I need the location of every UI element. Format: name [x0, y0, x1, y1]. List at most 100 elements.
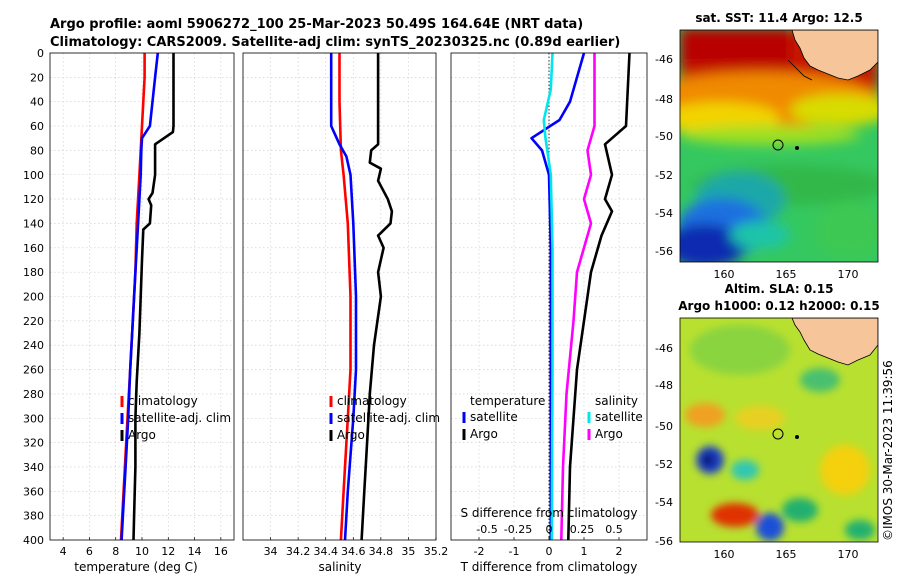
x-tick-label: 2 [616, 545, 623, 558]
y-tick-label: 40 [30, 96, 44, 109]
grid [243, 52, 437, 541]
legend-label-t-satellite: satellite [470, 410, 518, 424]
salinity-xlabel: salinity [318, 560, 361, 574]
salinity-panel: 34 34.2 34.4 34.6 34.8 35 35.2 [242, 52, 449, 558]
legend-label-satellite-adj: satellite-adj. clim [128, 411, 231, 425]
sla-ytick: -56 [655, 535, 673, 548]
difference-panel: -2 -1 0 1 2 [450, 52, 648, 558]
series-line-t-satellite [530, 52, 586, 540]
x-tick-label: 10 [135, 545, 149, 558]
legend-label-climatology: climatology [128, 394, 198, 408]
x-tick-label: 35 [401, 545, 415, 558]
s-tick: -0.25 [504, 523, 532, 536]
y-tick-label: 220 [23, 315, 44, 328]
series-line-satellite-adj-clim [329, 53, 358, 541]
y-tick-label: 80 [30, 144, 44, 157]
temperature-legend: climatology satellite-adj. clim Argo [120, 394, 231, 442]
sst-xtick: 160 [714, 268, 735, 281]
sst-ytick: -50 [655, 130, 673, 143]
y-tick-label: 0 [37, 47, 44, 60]
legend-label-s-satellite: satellite [595, 410, 643, 424]
difference-xlabel: T difference from climatology [460, 560, 638, 574]
sla-map-title-line1: Altim. SLA: 0.15 [725, 282, 834, 296]
y-tick-label: 400 [23, 534, 44, 547]
y-tick-label: 180 [23, 266, 44, 279]
x-tick-label: 0 [546, 545, 553, 558]
series-line-climatology [338, 53, 352, 541]
legend-label-satellite-adj: satellite-adj. clim [337, 411, 440, 425]
y-tick-label: 260 [23, 364, 44, 377]
y-tick-label: 60 [30, 120, 44, 133]
plot-frame [242, 52, 437, 541]
y-tick-label: 160 [23, 242, 44, 255]
y-tick-label: 380 [23, 510, 44, 523]
temperature-panel: 4 6 8 10 12 14 1602040608010012014016018020022… [23, 47, 235, 558]
x-tick-label: 34 [264, 545, 278, 558]
sla-ytick: -52 [655, 458, 673, 471]
y-tick-label: 340 [23, 461, 44, 474]
legend-title-temperature: temperature [470, 394, 545, 408]
y-tick-label: 320 [23, 437, 44, 450]
series-line-s-satellite [542, 52, 554, 541]
x-tick-label: 34.8 [369, 545, 394, 558]
x-tick-label: 12 [161, 545, 175, 558]
sla-map-axes: -46 -48 -50 -52 -54 -56 160 165 170 [655, 342, 858, 561]
y-tick-label: 120 [23, 193, 44, 206]
y-tick-label: 100 [23, 169, 44, 182]
x-tick-label: 34.2 [286, 545, 311, 558]
sst-map-image [680, 30, 878, 262]
legend-label-t-argo: Argo [470, 427, 498, 441]
series-line-argo [360, 53, 394, 541]
sst-xtick: 165 [776, 268, 797, 281]
sst-ytick: -52 [655, 169, 673, 182]
x-tick-label: 8 [112, 545, 119, 558]
sst-xtick: 170 [838, 268, 859, 281]
sst-ytick: -48 [655, 93, 673, 106]
legend-label-s-argo: Argo [595, 427, 623, 441]
legend-label-argo: Argo [337, 428, 365, 442]
x-tick-label: 1 [581, 545, 588, 558]
series-line-t-argo [567, 52, 631, 541]
sla-map-title-line2: Argo h1000: 0.12 h2000: 0.15 [678, 299, 879, 313]
x-tick-label: 35.2 [424, 545, 449, 558]
temperature-xlabel: temperature (deg C) [74, 560, 197, 574]
y-tick-label: 200 [23, 291, 44, 304]
s-tick: 0.5 [605, 523, 623, 536]
argo-location-marker [772, 428, 784, 440]
sst-map-axes: -46 -48 -50 -52 -54 -56 160 165 170 [655, 53, 858, 281]
figure-title-line1: Argo profile: aoml 5906272_100 25-Mar-20… [50, 17, 583, 32]
sla-xtick: 170 [838, 548, 859, 561]
x-tick-label: -1 [509, 545, 520, 558]
sla-ytick: -54 [655, 496, 673, 509]
sla-xtick: 160 [714, 548, 735, 561]
s-difference-axis-label: S difference from climatology [461, 506, 638, 520]
legend-label-argo: Argo [128, 428, 156, 442]
sst-ytick: -46 [655, 53, 673, 66]
series-line-satellite-adj-clim [120, 52, 160, 541]
sla-map-image [680, 318, 878, 542]
y-tick-label: 240 [23, 339, 44, 352]
argo-location-marker [772, 139, 784, 151]
x-tick-label: 6 [86, 545, 93, 558]
s-tick: 0.25 [570, 523, 595, 536]
salinity-legend: climatology satellite-adj. clim Argo [329, 394, 440, 442]
sla-ytick: -46 [655, 342, 673, 355]
y-tick-label: 300 [23, 412, 44, 425]
y-tick-label: 140 [23, 217, 44, 230]
y-tick-label: 280 [23, 388, 44, 401]
x-tick-label: 14 [188, 545, 202, 558]
y-tick-label: 360 [23, 485, 44, 498]
sla-ytick: -50 [655, 420, 673, 433]
series-line-argo [132, 53, 175, 541]
s-tick: -0.5 [476, 523, 497, 536]
s-difference-ticks: -0.5 -0.25 0 0.25 0.5 [476, 523, 622, 536]
sst-map-title: sat. SST: 11.4 Argo: 12.5 [695, 11, 862, 25]
y-tick-label: 20 [30, 71, 44, 84]
x-tick-label: 34.6 [341, 545, 366, 558]
legend-label-climatology: climatology [337, 394, 407, 408]
s-tick: 0 [546, 523, 553, 536]
imos-timestamp: ©IMOS 30-Mar-2023 11:39:56 [881, 360, 895, 541]
sst-ytick: -54 [655, 207, 673, 220]
x-tick-label: 34.4 [313, 545, 338, 558]
